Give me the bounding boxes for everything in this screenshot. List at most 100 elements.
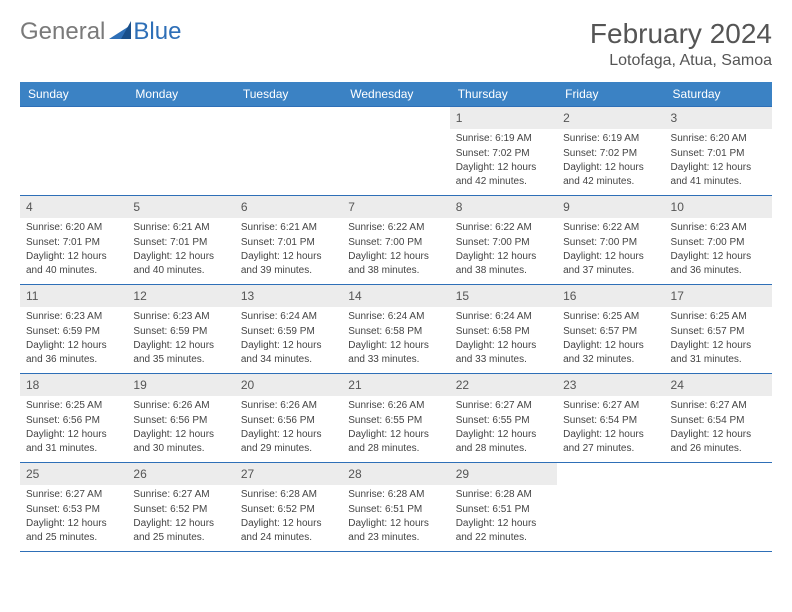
sunrise-line: Sunrise: 6:22 AM — [563, 221, 658, 235]
daylight-line: Daylight: 12 hours and 39 minutes. — [241, 250, 336, 277]
daylight-line: Daylight: 12 hours and 41 minutes. — [671, 161, 766, 188]
logo-triangle-icon — [109, 21, 131, 44]
calendar-cell — [20, 107, 127, 196]
cell-details: Sunrise: 6:20 AMSunset: 7:01 PMDaylight:… — [671, 132, 766, 188]
sunset-line: Sunset: 6:58 PM — [348, 325, 443, 339]
day-number: 1 — [456, 111, 463, 125]
calendar-cell: 23Sunrise: 6:27 AMSunset: 6:54 PMDayligh… — [557, 374, 664, 463]
sunrise-line: Sunrise: 6:24 AM — [456, 310, 551, 324]
sunrise-line: Sunrise: 6:19 AM — [456, 132, 551, 146]
calendar-cell: 24Sunrise: 6:27 AMSunset: 6:54 PMDayligh… — [665, 374, 772, 463]
day-number-bar: 19 — [127, 374, 234, 396]
header: General Blue February 2024 Lotofaga, Atu… — [20, 18, 772, 70]
day-header: Thursday — [450, 82, 557, 107]
cell-details: Sunrise: 6:22 AMSunset: 7:00 PMDaylight:… — [563, 221, 658, 277]
day-number-bar: 14 — [342, 285, 449, 307]
daylight-line: Daylight: 12 hours and 31 minutes. — [26, 428, 121, 455]
sunrise-line: Sunrise: 6:21 AM — [241, 221, 336, 235]
day-number-bar: 28 — [342, 463, 449, 485]
sunset-line: Sunset: 7:01 PM — [671, 147, 766, 161]
sunset-line: Sunset: 6:57 PM — [563, 325, 658, 339]
sunset-line: Sunset: 7:01 PM — [133, 236, 228, 250]
calendar-cell: 22Sunrise: 6:27 AMSunset: 6:55 PMDayligh… — [450, 374, 557, 463]
day-number-bar: 15 — [450, 285, 557, 307]
day-number: 29 — [456, 467, 469, 481]
day-number-bar: 16 — [557, 285, 664, 307]
day-number: 15 — [456, 289, 469, 303]
day-header: Friday — [557, 82, 664, 107]
sunrise-line: Sunrise: 6:20 AM — [671, 132, 766, 146]
sunrise-line: Sunrise: 6:27 AM — [671, 399, 766, 413]
sunset-line: Sunset: 6:59 PM — [241, 325, 336, 339]
daylight-line: Daylight: 12 hours and 34 minutes. — [241, 339, 336, 366]
calendar-cell: 8Sunrise: 6:22 AMSunset: 7:00 PMDaylight… — [450, 196, 557, 285]
sunrise-line: Sunrise: 6:26 AM — [241, 399, 336, 413]
cell-details: Sunrise: 6:23 AMSunset: 6:59 PMDaylight:… — [26, 310, 121, 366]
calendar-cell: 17Sunrise: 6:25 AMSunset: 6:57 PMDayligh… — [665, 285, 772, 374]
calendar-table: SundayMondayTuesdayWednesdayThursdayFrid… — [20, 82, 772, 552]
sunset-line: Sunset: 7:01 PM — [241, 236, 336, 250]
daylight-line: Daylight: 12 hours and 32 minutes. — [563, 339, 658, 366]
calendar-cell — [127, 107, 234, 196]
sunset-line: Sunset: 6:55 PM — [348, 414, 443, 428]
cell-details: Sunrise: 6:19 AMSunset: 7:02 PMDaylight:… — [456, 132, 551, 188]
calendar-week-row: 25Sunrise: 6:27 AMSunset: 6:53 PMDayligh… — [20, 463, 772, 552]
day-header: Monday — [127, 82, 234, 107]
sunset-line: Sunset: 7:00 PM — [348, 236, 443, 250]
calendar-cell: 3 Sunrise: 6:20 AMSunset: 7:01 PMDaylight… — [665, 107, 772, 196]
daylight-line: Daylight: 12 hours and 36 minutes. — [26, 339, 121, 366]
sunrise-line: Sunrise: 6:27 AM — [456, 399, 551, 413]
daylight-line: Daylight: 12 hours and 28 minutes. — [348, 428, 443, 455]
month-title: February 2024 — [590, 18, 772, 50]
calendar-week-row: 1Sunrise: 6:19 AMSunset: 7:02 PMDaylight… — [20, 107, 772, 196]
day-number: 7 — [348, 200, 355, 214]
daylight-line: Daylight: 12 hours and 28 minutes. — [456, 428, 551, 455]
sunrise-line: Sunrise: 6:23 AM — [26, 310, 121, 324]
sunset-line: Sunset: 6:52 PM — [133, 503, 228, 517]
cell-details: Sunrise: 6:26 AMSunset: 6:56 PMDaylight:… — [133, 399, 228, 455]
day-number: 9 — [563, 200, 570, 214]
calendar-body: 1Sunrise: 6:19 AMSunset: 7:02 PMDaylight… — [20, 107, 772, 552]
calendar-cell: 14Sunrise: 6:24 AMSunset: 6:58 PMDayligh… — [342, 285, 449, 374]
daylight-line: Daylight: 12 hours and 38 minutes. — [348, 250, 443, 277]
calendar-cell: 7 Sunrise: 6:22 AMSunset: 7:00 PMDaylight… — [342, 196, 449, 285]
day-number-bar: 26 — [127, 463, 234, 485]
cell-details: Sunrise: 6:26 AMSunset: 6:55 PMDaylight:… — [348, 399, 443, 455]
daylight-line: Daylight: 12 hours and 24 minutes. — [241, 517, 336, 544]
daylight-line: Daylight: 12 hours and 33 minutes. — [456, 339, 551, 366]
daylight-line: Daylight: 12 hours and 42 minutes. — [456, 161, 551, 188]
cell-details: Sunrise: 6:21 AMSunset: 7:01 PMDaylight:… — [133, 221, 228, 277]
day-number-bar: 2 — [557, 107, 664, 129]
day-number-bar: 3 — [665, 107, 772, 129]
sunset-line: Sunset: 6:53 PM — [26, 503, 121, 517]
calendar-cell: 2Sunrise: 6:19 AMSunset: 7:02 PMDaylight… — [557, 107, 664, 196]
cell-details: Sunrise: 6:26 AMSunset: 6:56 PMDaylight:… — [241, 399, 336, 455]
daylight-line: Daylight: 12 hours and 40 minutes. — [133, 250, 228, 277]
day-number: 12 — [133, 289, 146, 303]
sunrise-line: Sunrise: 6:28 AM — [241, 488, 336, 502]
day-number: 6 — [241, 200, 248, 214]
sunset-line: Sunset: 7:01 PM — [26, 236, 121, 250]
day-number-bar: 13 — [235, 285, 342, 307]
day-number-bar: 8 — [450, 196, 557, 218]
day-header: Sunday — [20, 82, 127, 107]
day-number: 16 — [563, 289, 576, 303]
day-number-bar: 27 — [235, 463, 342, 485]
sunset-line: Sunset: 7:02 PM — [456, 147, 551, 161]
daylight-line: Daylight: 12 hours and 29 minutes. — [241, 428, 336, 455]
day-number-bar: 22 — [450, 374, 557, 396]
calendar-cell: 15Sunrise: 6:24 AMSunset: 6:58 PMDayligh… — [450, 285, 557, 374]
sunrise-line: Sunrise: 6:22 AM — [348, 221, 443, 235]
sunset-line: Sunset: 6:57 PM — [671, 325, 766, 339]
sunset-line: Sunset: 6:59 PM — [133, 325, 228, 339]
sunrise-line: Sunrise: 6:20 AM — [26, 221, 121, 235]
daylight-line: Daylight: 12 hours and 25 minutes. — [26, 517, 121, 544]
sunset-line: Sunset: 6:56 PM — [133, 414, 228, 428]
calendar-cell: 11Sunrise: 6:23 AMSunset: 6:59 PMDayligh… — [20, 285, 127, 374]
sunrise-line: Sunrise: 6:23 AM — [671, 221, 766, 235]
daylight-line: Daylight: 12 hours and 23 minutes. — [348, 517, 443, 544]
sunset-line: Sunset: 7:00 PM — [456, 236, 551, 250]
day-number-bar: 6 — [235, 196, 342, 218]
location: Lotofaga, Atua, Samoa — [590, 52, 772, 70]
calendar-week-row: 4Sunrise: 6:20 AMSunset: 7:01 PMDaylight… — [20, 196, 772, 285]
